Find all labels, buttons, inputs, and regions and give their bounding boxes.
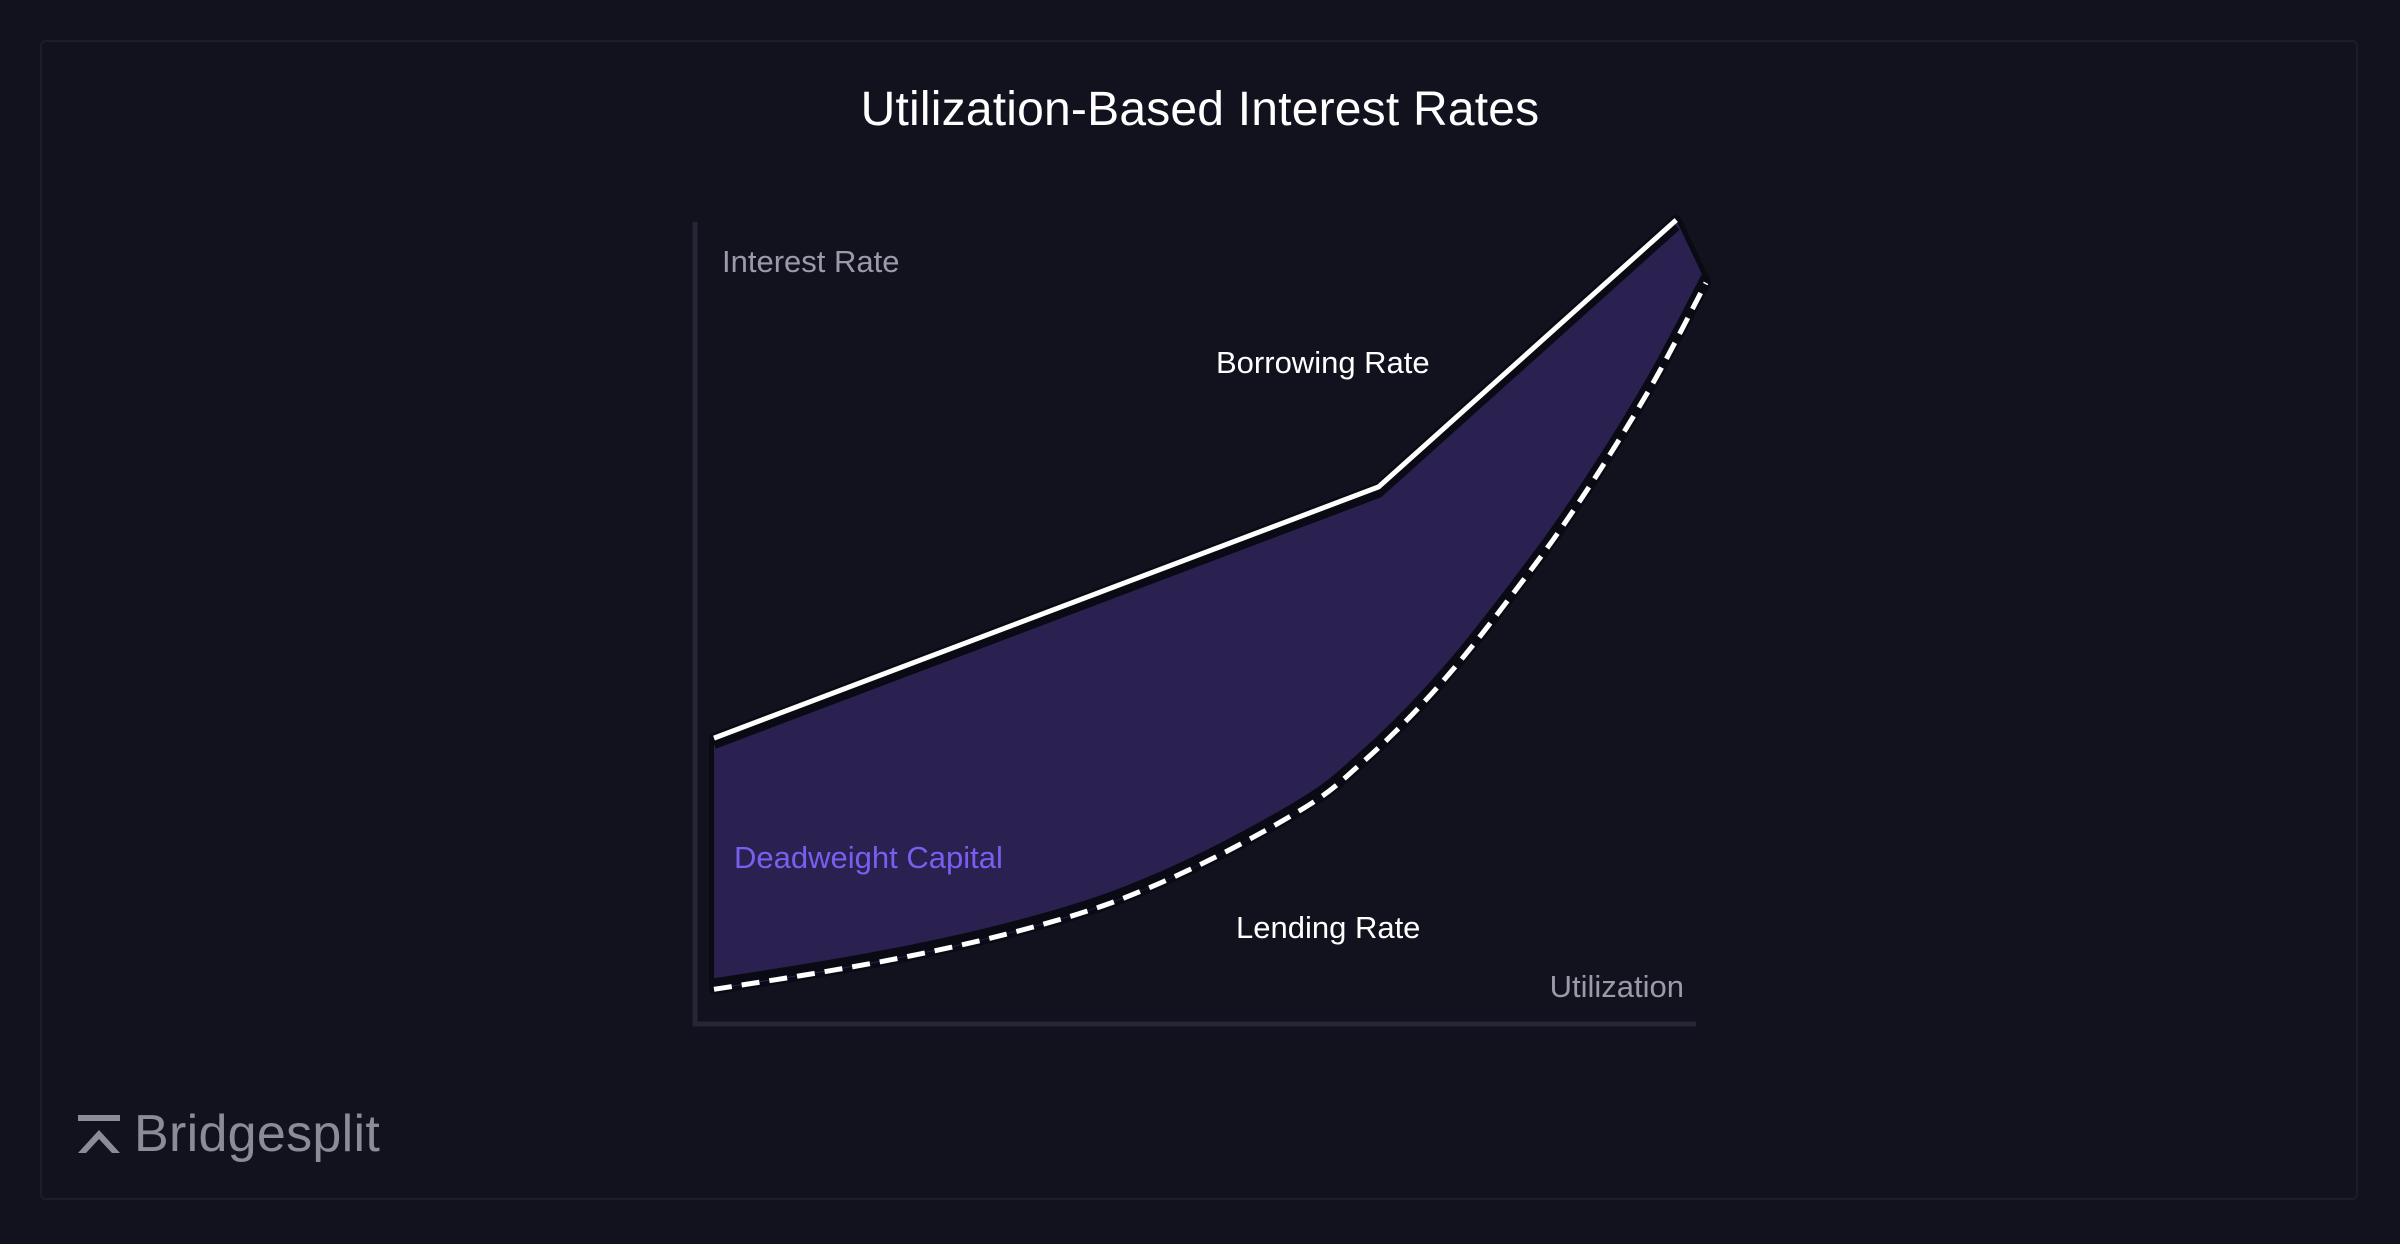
borrowing-rate-shadow xyxy=(712,222,1680,749)
deadweight-capital-label: Deadweight Capital xyxy=(734,840,1003,875)
brand-logo: Bridgesplit xyxy=(78,1104,380,1164)
borrowing-rate-label: Borrowing Rate xyxy=(1216,345,1430,380)
y-axis-label: Interest Rate xyxy=(722,244,899,279)
lending-rate-line xyxy=(713,281,1709,992)
bridgesplit-logo-icon xyxy=(78,1115,120,1153)
lending-rate-shadow xyxy=(713,274,1711,989)
borrowing-rate-line xyxy=(713,218,1678,741)
chart-card xyxy=(40,40,2358,1200)
deadweight-capital-area xyxy=(714,220,1706,990)
lending-rate-label: Lending Rate xyxy=(1236,910,1420,945)
x-axis-label: Utilization xyxy=(1550,969,1684,1004)
brand-name: Bridgesplit xyxy=(134,1105,381,1163)
chart-title: Utilization-Based Interest Rates xyxy=(860,83,1540,136)
